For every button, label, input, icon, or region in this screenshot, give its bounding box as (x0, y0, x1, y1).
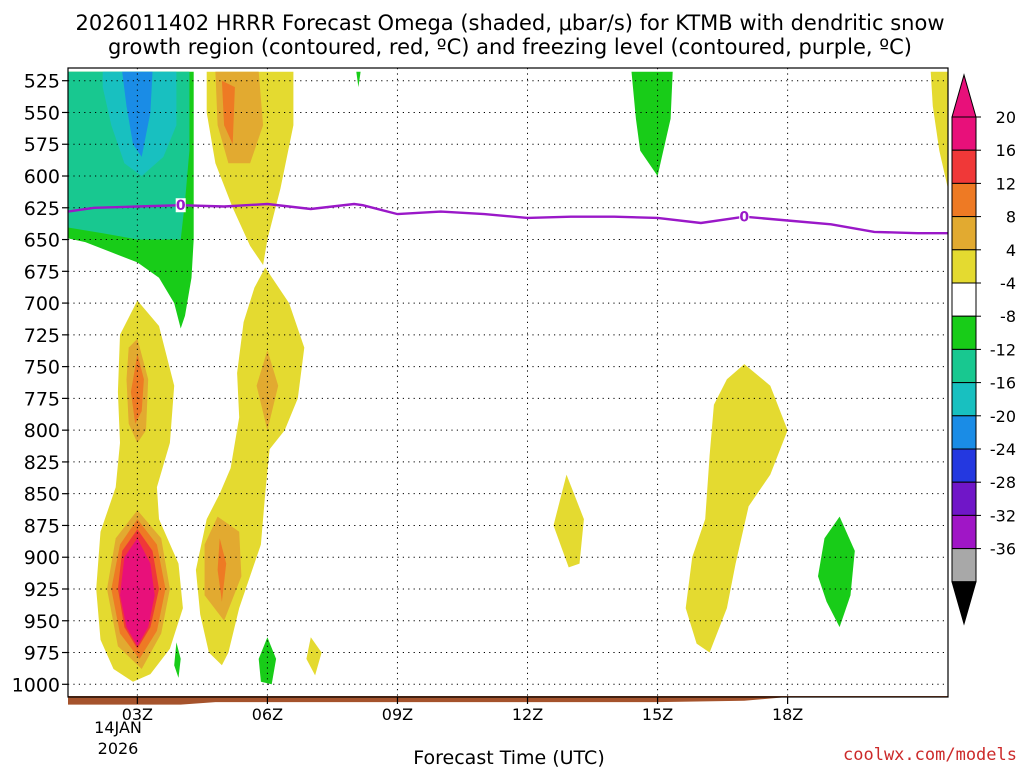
y-tick-label-725: 725 (24, 325, 60, 347)
plot-frame (67, 67, 949, 698)
x-tick-label-15Z: 15Z (642, 705, 673, 724)
y-tick-label-850: 850 (24, 484, 60, 506)
freezing-label-0: 0 (176, 198, 186, 214)
colorbar-bin-0 (951, 116, 977, 151)
omega-shading (68, 71, 948, 685)
colorbar-bin-9 (951, 415, 977, 450)
chart-title-line-2: growth region (contoured, red, ºC) and f… (108, 35, 912, 59)
x-tick-label-18Z: 18Z (772, 705, 803, 724)
colorbar-label-3: 8 (1006, 208, 1016, 227)
time-axis: 03Z 06Z 09Z 12Z 15Z 18Z (122, 697, 803, 724)
colorbar-bin-1 (951, 149, 977, 184)
y-tick-label-700: 700 (24, 293, 60, 315)
y-tick-label-550: 550 (24, 102, 60, 124)
omega-contour-p4-4-2 (685, 364, 788, 653)
colorbar-bottom-arrow (951, 581, 977, 626)
y-tick-label-825: 825 (24, 452, 60, 474)
x-tick-label-09Z: 09Z (382, 705, 413, 724)
x-tick-label-03Z: 03Z (122, 705, 153, 724)
colorbar-bin-12 (951, 514, 977, 550)
omega-contour-m8-5-3 (258, 637, 277, 685)
y-tick-label-950: 950 (24, 611, 60, 633)
colorbar-top-arrow (951, 73, 977, 118)
freezing-label-bg-1 (739, 209, 750, 224)
colorbar-bin-5 (951, 282, 977, 317)
colorbar-label-10: -24 (990, 440, 1016, 459)
x-tick-label-12Z: 12Z (512, 705, 543, 724)
colorbar-label-1: 16 (996, 141, 1016, 160)
omega-contour-p12-3-3 (217, 538, 227, 602)
omega-contour-p12-1-2 (221, 80, 235, 145)
colorbar-bin-2 (951, 182, 977, 218)
y-tick-label-750: 750 (24, 357, 60, 379)
omega-contour-p4-4-3 (930, 71, 948, 189)
x-axis-label: Forecast Time (UTC) (413, 747, 604, 768)
omega-contour-p4-4-1 (553, 474, 584, 568)
colorbar-label-13: -36 (990, 540, 1016, 559)
colorbar-bin-13 (951, 548, 977, 583)
colorbar-label-5: -4 (1000, 274, 1016, 293)
y-tick-label-650: 650 (24, 230, 60, 252)
y-tick-label-900: 900 (24, 547, 60, 569)
colorbar-label-7: -12 (990, 340, 1016, 359)
chart-title-line-1: 2026011402 HRRR Forecast Omega (shaded, … (75, 11, 944, 35)
omega-contour-m20-0-3 (122, 71, 153, 157)
y-tick-label-775: 775 (24, 388, 60, 410)
y-tick-label-800: 800 (24, 420, 60, 442)
y-tick-label-925: 925 (24, 579, 60, 601)
terrain-surface (68, 696, 948, 705)
colorbar: 20 16 12 8 4 -4 -8 -12 -16 -20 -24 -28 -32 -36 (951, 73, 1016, 626)
colorbar-label-12: -32 (990, 506, 1016, 525)
pressure-axis: 525 550 575 600 625 650 675 700 725 750 775 800 825 8… (12, 71, 68, 696)
colorbar-label-0: 20 (996, 108, 1016, 127)
omega-contour-p8-3-1 (256, 350, 279, 431)
omega-contour-m8-5-2 (174, 642, 181, 678)
omega-contour-p12-2-2 (130, 353, 144, 424)
y-tick-label-975: 975 (24, 643, 60, 665)
colorbar-bin-7 (951, 348, 977, 384)
omega-contour-p4-3-0 (195, 267, 305, 666)
omega-contour-m8-5-1 (818, 516, 855, 628)
colorbar-bin-3 (951, 216, 977, 251)
omega-contour-p4-4-0 (306, 637, 322, 676)
y-tick-label-525: 525 (24, 71, 60, 93)
colorbar-bin-6 (951, 315, 977, 350)
colorbar-bin-11 (951, 481, 977, 516)
site-credit: coolwx.com/models (843, 745, 1017, 765)
date-label-day: 14JAN (94, 718, 142, 737)
date-label-year: 2026 (98, 739, 139, 758)
colorbar-label-4: 4 (1006, 241, 1016, 260)
y-tick-label-575: 575 (24, 134, 60, 156)
colorbar-label-11: -28 (990, 473, 1016, 492)
colorbar-bin-10 (951, 448, 977, 483)
freezing-label-1: 0 (739, 210, 749, 226)
colorbar-label-6: -8 (1000, 307, 1016, 326)
omega-contour-m8-5-4 (356, 71, 361, 88)
plot-gridlines (68, 68, 948, 697)
freezing-level-contour (67, 202, 948, 235)
freezing-label-bg-0 (175, 198, 186, 213)
y-tick-label-875: 875 (24, 515, 60, 537)
colorbar-bin-8 (951, 382, 977, 417)
y-tick-label-1000: 1000 (12, 674, 60, 696)
y-tick-label-600: 600 (24, 166, 60, 188)
x-tick-label-06Z: 06Z (252, 705, 283, 724)
freezing-level-labels: 00 (175, 198, 750, 226)
colorbar-label-2: 12 (996, 174, 1016, 193)
colorbar-label-9: -20 (990, 407, 1016, 426)
colorbar-bin-4 (951, 249, 977, 284)
colorbar-label-8: -16 (990, 374, 1016, 393)
omega-contour-m8-5-0 (631, 71, 673, 176)
y-tick-label-675: 675 (24, 261, 60, 283)
y-tick-label-625: 625 (24, 198, 60, 220)
